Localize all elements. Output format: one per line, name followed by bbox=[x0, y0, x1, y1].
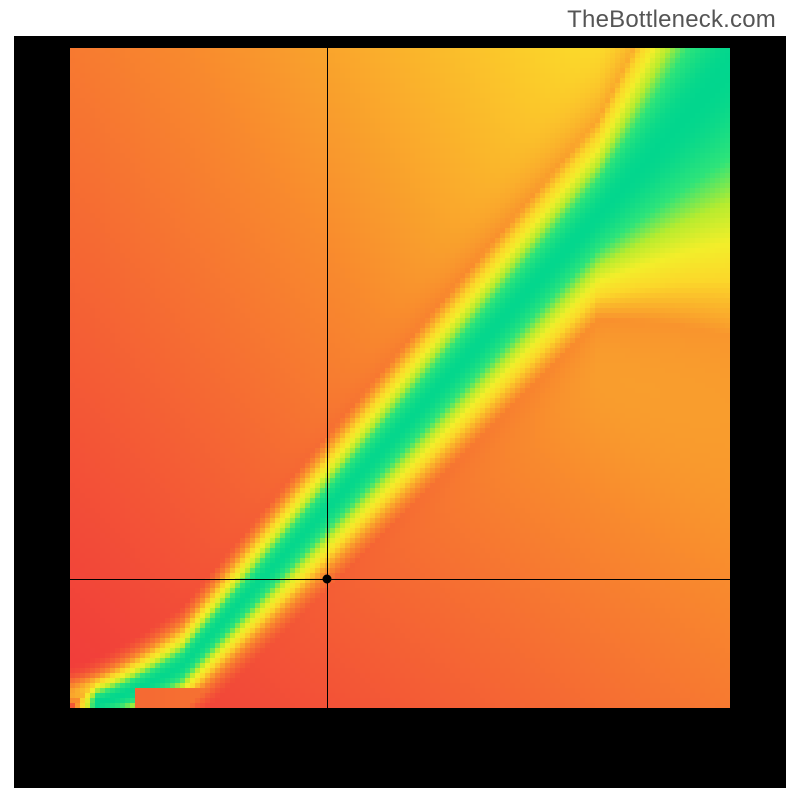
crosshair-horizontal bbox=[70, 579, 730, 580]
heatmap-plot bbox=[70, 48, 730, 708]
crosshair-marker bbox=[323, 575, 332, 584]
crosshair-vertical bbox=[327, 48, 328, 708]
chart-frame bbox=[14, 36, 786, 788]
root-container: TheBottleneck.com bbox=[0, 0, 800, 800]
heatmap-canvas bbox=[70, 48, 730, 708]
watermark-text: TheBottleneck.com bbox=[567, 6, 776, 34]
